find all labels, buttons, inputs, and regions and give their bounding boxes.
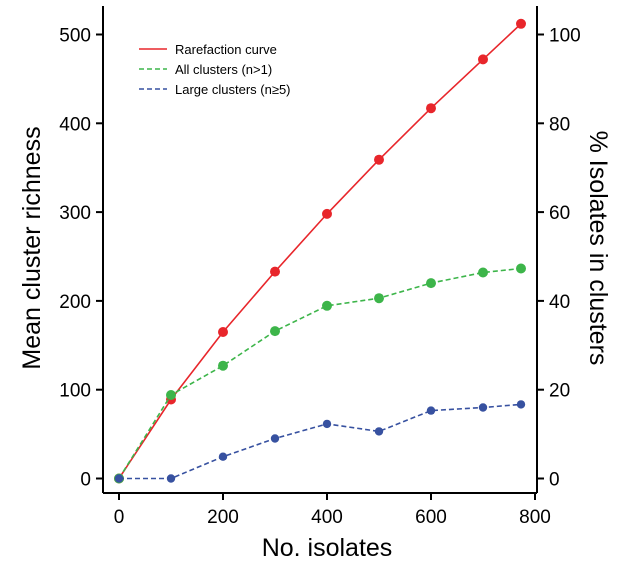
y2-tick-label: 80 [549,114,570,135]
left-y-axis-title: Mean cluster richness [18,126,46,369]
y2-tick-label: 0 [549,470,560,491]
legend: Rarefaction curve All clusters (n>1) Lar… [139,42,291,97]
data-point-large-clusters [374,427,384,436]
series-line-all-clusters [118,267,522,479]
x-axis-title: No. isolates [262,534,393,561]
x-axis-ticks: 0 200 400 600 800 [114,493,551,528]
legend-label-rarefaction: Rarefaction curve [175,42,277,57]
data-point-large-clusters [166,474,176,483]
right-y-axis-ticks: 0 20 40 60 80 100 [537,26,581,491]
data-point-rarefaction [426,103,436,114]
series-layer [114,18,526,484]
data-point-rarefaction [478,54,488,65]
legend-label-all-clusters: All clusters (n>1) [175,62,272,77]
data-point-rarefaction [322,208,332,219]
y2-tick-label: 40 [549,292,570,313]
x-tick-label: 200 [207,507,239,528]
data-point-large-clusters [322,419,332,429]
data-point-large-clusters [218,452,228,461]
data-point-rarefaction [374,154,384,165]
data-point-all-clusters [218,360,228,371]
y-tick-label: 0 [80,470,91,491]
right-y-axis-title: % Isolates in clusters [584,131,612,366]
y2-tick-label: 100 [549,26,581,47]
data-point-rarefaction [516,18,526,29]
data-point-large-clusters [478,403,488,412]
x-tick-label: 400 [311,507,343,528]
y2-tick-label: 60 [549,203,570,224]
legend-label-large-clusters: Large clusters (n≥5) [175,82,291,97]
data-point-all-clusters [166,390,176,400]
data-point-rarefaction [218,327,228,337]
data-point-all-clusters [374,293,384,304]
data-point-all-clusters [516,263,526,274]
data-point-large-clusters [426,406,436,415]
y-tick-label: 400 [59,114,91,135]
y-tick-label: 200 [59,292,91,313]
data-point-large-clusters [114,474,124,483]
series-large-clusters [114,400,526,483]
y2-tick-label: 20 [549,381,570,402]
data-point-rarefaction [270,266,280,277]
data-point-large-clusters [516,400,526,409]
x-tick-label: 0 [114,507,125,528]
data-point-large-clusters [270,434,280,443]
y-tick-label: 300 [59,203,91,224]
x-tick-label: 800 [519,507,551,528]
left-y-axis-ticks: 0 100 200 300 400 500 [59,26,103,491]
series-line-large-clusters [119,403,522,480]
y-tick-label: 500 [59,26,91,47]
data-point-all-clusters [426,278,436,289]
y-tick-label: 100 [59,381,91,402]
data-point-all-clusters [322,300,332,311]
data-point-all-clusters [270,326,280,337]
series-all-clusters [114,263,526,484]
x-tick-label: 600 [415,507,447,528]
data-point-all-clusters [478,267,488,278]
